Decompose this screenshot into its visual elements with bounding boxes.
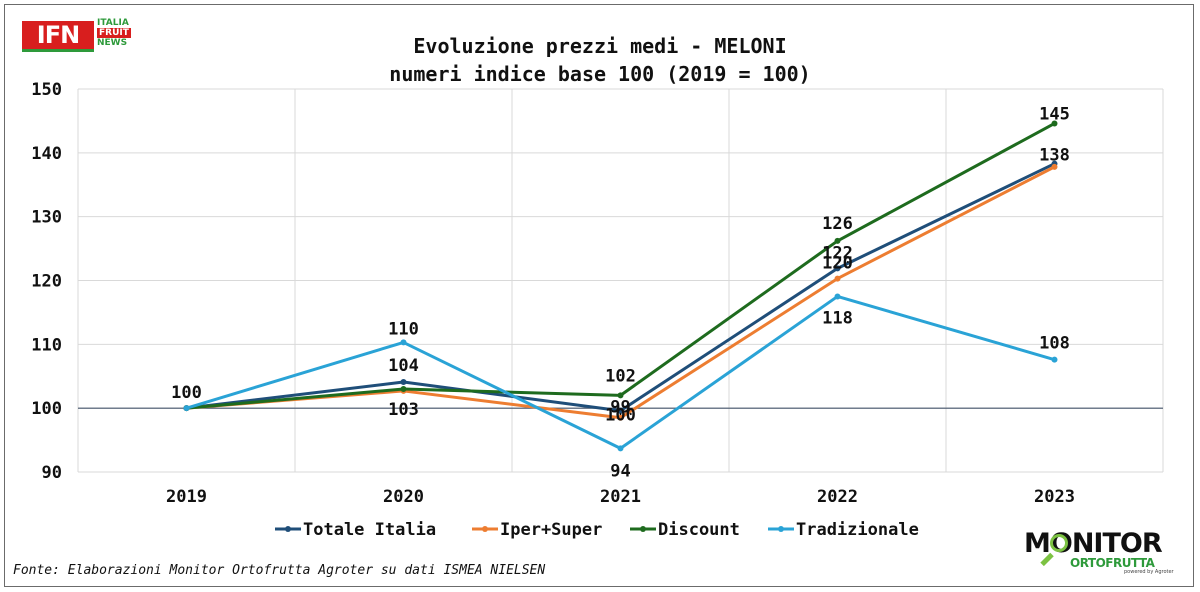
data-label: 145 [1039, 104, 1070, 124]
y-tick-label: 110 [31, 335, 62, 355]
legend-marker [285, 526, 291, 532]
data-label: 122 [822, 243, 853, 263]
y-tick-label: 140 [31, 144, 62, 164]
data-point [617, 392, 624, 399]
source-note: Fonte: Elaborazioni Monitor Ortofrutta A… [13, 563, 546, 578]
data-point [617, 445, 624, 452]
y-tick-label: 100 [31, 399, 62, 419]
legend-label: Iper+Super [500, 520, 602, 540]
data-point [183, 405, 190, 412]
monitor-logo-sub: ORTOFRUTTA [1070, 556, 1155, 570]
magnifier-icon [1050, 534, 1068, 552]
data-label: 103 [388, 400, 419, 420]
y-tick-label: 90 [42, 463, 62, 483]
data-label: 138 [1039, 146, 1070, 166]
data-label: 100 [171, 383, 202, 403]
ifn-logo-mark: IFN [22, 21, 94, 52]
monitor-logo-word: MONITOR [1024, 528, 1163, 559]
data-point [1051, 163, 1058, 170]
x-tick-label: 2019 [166, 487, 207, 507]
monitor-logo-tiny: powered by Agroter [1124, 569, 1174, 575]
ifn-logo-news: NEWS [97, 38, 128, 48]
chart-frame [4, 4, 1194, 587]
ifn-logo: IFN ITALIA FRUIT NEWS [22, 18, 142, 52]
data-point [1051, 356, 1058, 363]
chart-subtitle: numeri indice base 100 (2019 = 100) [389, 62, 811, 86]
data-point [834, 275, 841, 282]
data-point [834, 237, 841, 244]
chart-title: Evoluzione prezzi medi - MELONI [413, 34, 787, 58]
y-tick-label: 150 [31, 80, 62, 100]
legend-marker [640, 526, 646, 532]
data-point [400, 339, 407, 346]
data-label: 126 [822, 214, 853, 234]
ifn-logo-italia: ITALIA [97, 18, 129, 28]
data-label: 102 [605, 366, 636, 386]
monitor-ortofrutta-logo: MONITOR ORTOFRUTTA powered by Agroter [1024, 528, 1184, 576]
data-point [1051, 120, 1058, 127]
x-tick-label: 2023 [1034, 487, 1075, 507]
x-tick-label: 2021 [600, 487, 641, 507]
data-label: 120 [822, 254, 853, 274]
ifn-logo-fruit: FRUIT [97, 28, 131, 38]
data-label: 94 [610, 461, 630, 481]
legend-label: Tradizionale [796, 520, 919, 540]
data-label: 104 [388, 356, 419, 376]
x-tick-label: 2020 [383, 487, 424, 507]
data-label: 110 [388, 319, 419, 339]
x-tick-label: 2022 [817, 487, 858, 507]
legend-label: Totale Italia [303, 520, 436, 540]
data-point [617, 407, 624, 414]
data-point [617, 414, 624, 421]
y-tick-label: 130 [31, 208, 62, 228]
data-label: 118 [822, 308, 853, 328]
data-point [834, 265, 841, 272]
y-tick-label: 120 [31, 272, 62, 292]
data-label: 99 [610, 398, 630, 418]
legend-label: Discount [658, 520, 740, 540]
data-label: 108 [1039, 334, 1070, 354]
data-label: 100 [605, 406, 636, 426]
data-point [834, 293, 841, 300]
data-point [400, 378, 407, 385]
legend-marker [482, 526, 488, 532]
ifn-logo-words: ITALIA FRUIT NEWS [97, 18, 131, 48]
legend-marker [778, 526, 784, 532]
data-point [400, 386, 407, 393]
